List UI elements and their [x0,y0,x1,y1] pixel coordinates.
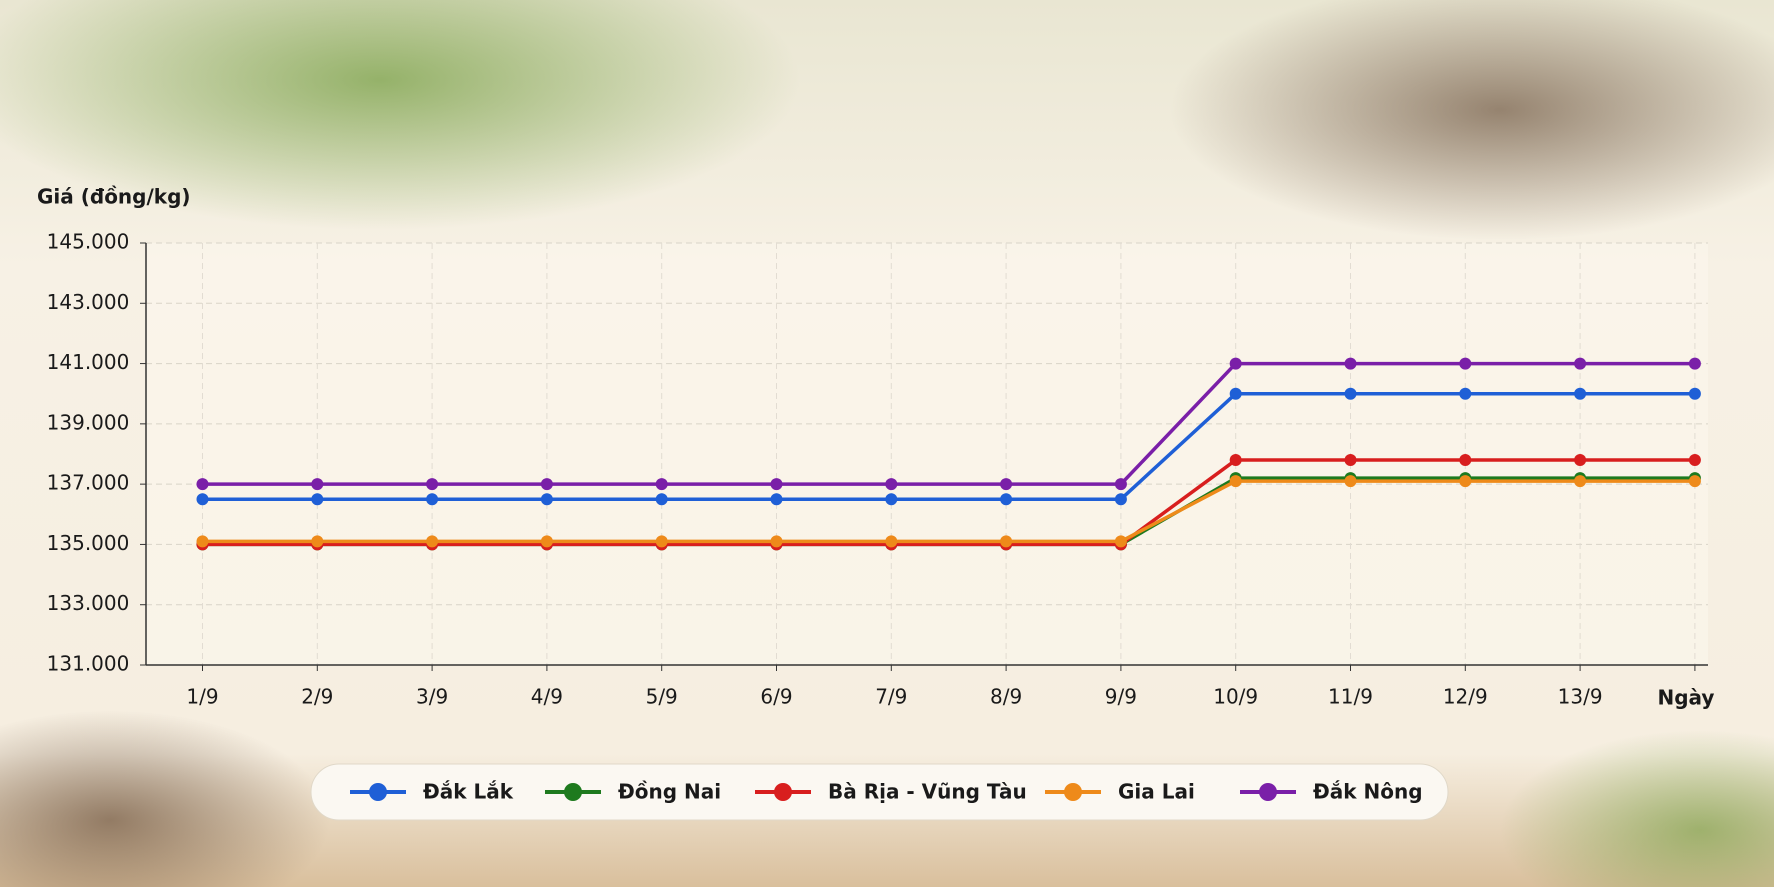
point [770,493,783,506]
point [1114,478,1127,491]
point [655,478,668,491]
point [1000,535,1013,548]
point [1000,493,1013,506]
point [1229,357,1242,370]
point [311,535,324,548]
point [1229,475,1242,488]
decor [0,710,330,891]
point [1574,475,1587,488]
point [655,535,668,548]
point [1688,357,1701,370]
point [1688,475,1701,488]
point [1574,454,1587,467]
decor [0,0,800,230]
series-line [202,361,1695,486]
x-tick-label: 6/9 [760,685,792,709]
point [540,493,553,506]
decor [1170,0,1774,240]
point [540,535,553,548]
y-tick-label: 145.000 [47,230,130,254]
legend [310,763,1449,821]
point [1229,454,1242,467]
point [1574,387,1587,400]
y-tick-label: 141.000 [47,350,130,374]
legend-label: Đắk Nông [1313,780,1423,804]
y-tick-label: 139.000 [47,410,130,434]
x-tick-label: 3/9 [416,685,448,709]
point [311,478,324,491]
point [1229,387,1242,400]
point [426,535,439,548]
point [426,478,439,491]
point [1574,357,1587,370]
point [426,493,439,506]
y-tick-label: 131.000 [47,652,130,676]
point [1459,387,1472,400]
x-tick-label: 10/9 [1213,685,1258,709]
x-tick-label: 8/9 [990,685,1022,709]
point [540,478,553,491]
point [1459,454,1472,467]
legend-label: Đồng Nai [618,780,721,804]
point [196,478,209,491]
y-tick-label: 135.000 [47,531,130,555]
point [1344,357,1357,370]
point [885,478,898,491]
legend-marker [774,783,792,801]
x-tick-label: 12/9 [1443,685,1488,709]
y-tick-label: 137.000 [47,471,130,495]
y-axis-label: Giá (đồng/kg) [37,185,191,209]
legend-marker [1259,783,1277,801]
x-axis-label: Ngày [1658,686,1715,710]
series-line [202,458,1695,547]
point [1344,454,1357,467]
point [196,535,209,548]
point [311,493,324,506]
series-line [202,479,1695,544]
x-tick-label: 11/9 [1328,685,1373,709]
x-tick-label: 9/9 [1105,685,1137,709]
y-tick-label: 143.000 [47,290,130,314]
point [1688,387,1701,400]
point [655,493,668,506]
legend-marker [369,783,387,801]
legend-marker [564,783,582,801]
x-tick-label: 1/9 [186,685,218,709]
point [770,478,783,491]
point [1000,478,1013,491]
legend-label: Gia Lai [1118,780,1195,804]
x-tick-label: 13/9 [1558,685,1603,709]
x-tick-label: 4/9 [531,685,563,709]
x-tick-label: 5/9 [646,685,678,709]
point [885,493,898,506]
point [1344,475,1357,488]
x-tick-label: 7/9 [875,685,907,709]
point [1688,454,1701,467]
legend-marker [1064,783,1082,801]
series-line [202,391,1695,501]
decor [1500,730,1774,891]
legend-label: Đắk Lắk [423,780,514,804]
point [1459,357,1472,370]
point [1344,387,1357,400]
y-tick-label: 133.000 [47,591,130,615]
plot-area [146,243,1708,665]
point [196,493,209,506]
legend-label: Bà Rịa - Vũng Tàu [828,780,1027,804]
point [1114,493,1127,506]
point [885,535,898,548]
x-tick-label: 2/9 [301,685,333,709]
point [770,535,783,548]
point [1114,535,1127,548]
point [1459,475,1472,488]
